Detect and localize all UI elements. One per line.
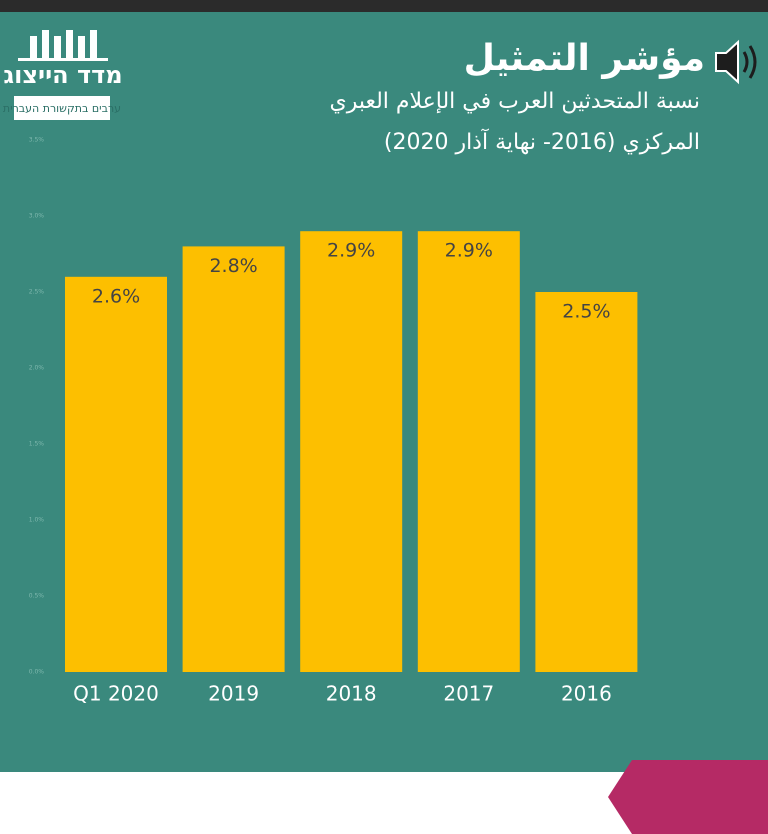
logo-bar — [78, 36, 85, 58]
sound-wave — [748, 45, 757, 79]
speaker-icon — [715, 39, 757, 85]
logo-bar — [42, 30, 49, 58]
value-label: 2.9% — [327, 240, 375, 262]
speaker — [715, 39, 739, 85]
x-tick-label: 2018 — [326, 682, 377, 706]
value-label: 2.5% — [562, 301, 610, 323]
chart-subtitle: نسبة المتحدثين العرب في الإعلام العبري — [329, 89, 700, 114]
logo-bar — [54, 36, 61, 58]
logo-bar — [66, 30, 73, 58]
logo-bar — [30, 36, 37, 58]
bar — [182, 246, 285, 672]
y-tick-label: 2.5% — [29, 289, 45, 296]
x-tick-label: 2019 — [208, 682, 259, 706]
corner-shape — [608, 760, 768, 834]
logo: מדד הייצוג ערבים בתקשורת העברית — [3, 30, 123, 120]
logo-title: מדד הייצוג — [3, 61, 122, 89]
y-tick-label: 1.5% — [29, 441, 45, 448]
value-label: 2.8% — [209, 255, 257, 277]
y-tick-label: 0.0% — [29, 669, 45, 676]
top-bar — [0, 0, 768, 12]
bar — [417, 231, 520, 672]
x-tick-label: 2016 — [561, 682, 612, 706]
logo-line — [18, 58, 108, 61]
x-tick-label: 2017 — [443, 682, 494, 706]
bar — [300, 231, 403, 672]
y-tick-label: 3.0% — [29, 213, 45, 220]
chart-subtitle: المركزي (2016- نهاية آذار 2020) — [384, 128, 700, 155]
x-tick-label: Q1 2020 — [73, 682, 159, 706]
y-tick-label: 2.0% — [29, 365, 45, 372]
logo-box — [14, 96, 110, 120]
sound-wave — [742, 51, 749, 73]
y-tick-label: 3.5% — [29, 137, 45, 144]
bar — [65, 276, 167, 672]
logo-bar — [90, 30, 97, 58]
value-label: 2.6% — [92, 285, 140, 307]
y-tick-label: 1.0% — [29, 517, 45, 524]
value-label: 2.9% — [445, 240, 493, 262]
bar — [535, 292, 638, 672]
chart-title: مؤشر التمثيل — [464, 38, 705, 79]
logo-tagline: ערבים בתקשורת העברית — [3, 102, 121, 115]
y-tick-label: 0.5% — [29, 593, 45, 600]
